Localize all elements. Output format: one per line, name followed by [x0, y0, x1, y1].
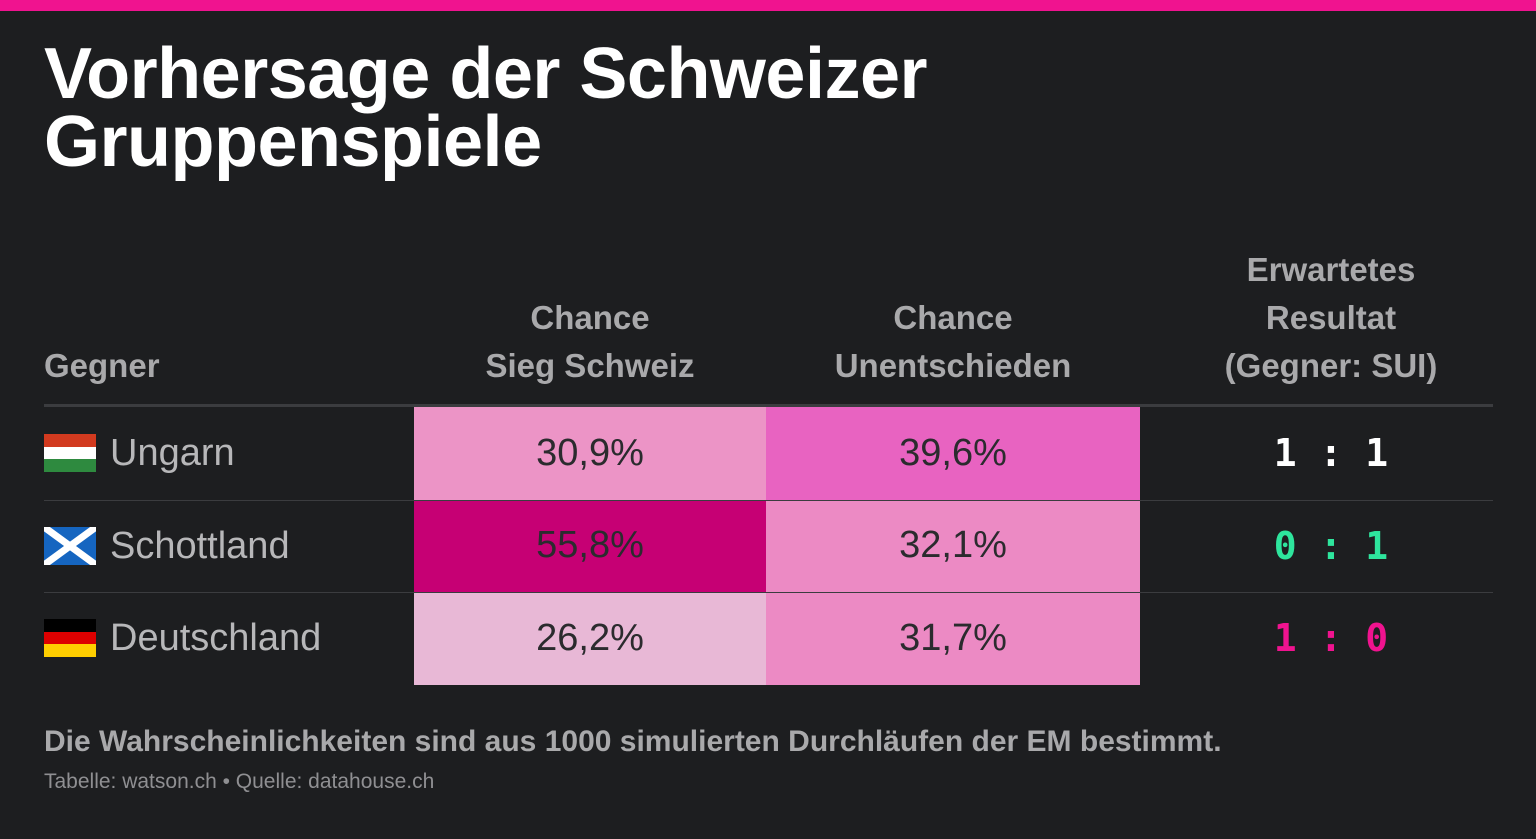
source-line: Tabelle: watson.ch • Quelle: datahouse.c… — [44, 770, 435, 793]
header-divider — [44, 404, 1493, 407]
column-header-unentschieden: Chance Unentschieden — [766, 294, 1140, 390]
header-res-line-3: (Gegner: SUI) — [1224, 347, 1438, 384]
cell-expected-result: 1 : 1 — [1273, 431, 1389, 475]
column-header-sieg: Chance Sieg Schweiz — [414, 294, 766, 390]
page-title: Vorhersage der Schweizer Gruppenspiele — [44, 34, 1344, 182]
title-line-1: Vorhersage der Schweizer — [44, 34, 928, 114]
row-divider — [44, 500, 1493, 501]
cell-expected-result: 1 : 0 — [1273, 616, 1389, 660]
cell-draw-chance: 39,6% — [766, 407, 1140, 500]
title-line-2: Gruppenspiele — [44, 102, 542, 182]
row-opponent-label: Schottland — [110, 524, 290, 567]
cell-draw-chance: 31,7% — [766, 592, 1140, 685]
header-unent-line-2: Unentschieden — [834, 347, 1072, 384]
header-res-line-1: Erwartetes — [1246, 251, 1416, 288]
column-header-resultat: Erwartetes Resultat (Gegner: SUI) — [1140, 246, 1522, 390]
flag-scotland-icon — [44, 526, 96, 565]
cell-win-chance: 30,9% — [414, 407, 766, 500]
header-sieg-line-2: Sieg Schweiz — [485, 347, 695, 384]
row-opponent-label: Deutschland — [110, 617, 322, 659]
flag-germany-icon — [44, 619, 96, 657]
cell-expected-result: 0 : 1 — [1273, 523, 1389, 568]
row-opponent-label: Ungarn — [110, 432, 235, 474]
footnote: Die Wahrscheinlichkeiten sind aus 1000 s… — [44, 725, 1222, 758]
cell-win-chance: 26,2% — [414, 592, 766, 685]
header-unent-line-1: Chance — [893, 299, 1013, 336]
accent-bar — [0, 0, 1536, 11]
cell-win-chance: 55,8% — [414, 499, 766, 592]
header-sieg-line-1: Chance — [530, 299, 650, 336]
header-res-line-2: Resultat — [1265, 299, 1397, 336]
cell-draw-chance: 32,1% — [766, 499, 1140, 592]
row-divider — [44, 592, 1493, 593]
header-gegner-text: Gegner — [44, 347, 160, 384]
column-header-gegner: Gegner — [44, 342, 160, 390]
flag-hungary-icon — [44, 434, 96, 472]
